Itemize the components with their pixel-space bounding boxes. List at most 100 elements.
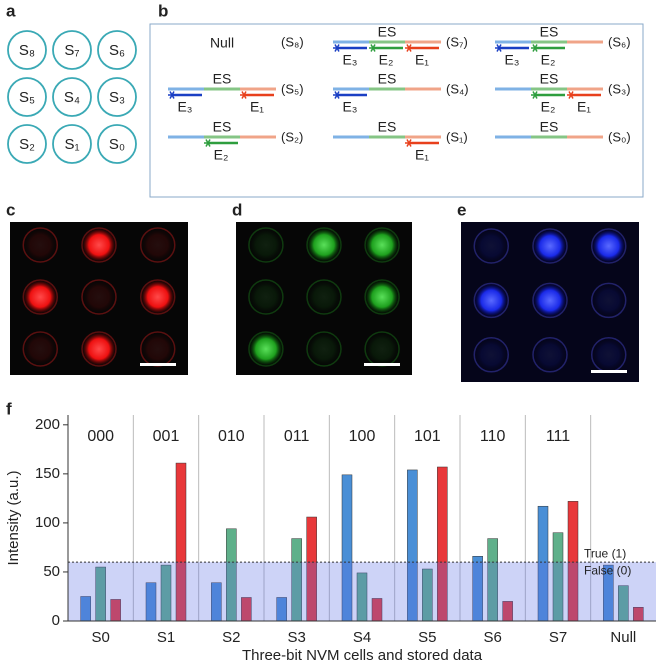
well: [23, 331, 58, 366]
x-tick-label: S4: [353, 629, 371, 646]
state-label: (S₀): [608, 129, 631, 144]
well: [307, 227, 341, 262]
x-tick-label: S0: [91, 629, 109, 646]
state-label: (S₅): [281, 81, 304, 96]
y-tick-label: 0: [52, 612, 60, 629]
scale-bar: [364, 363, 400, 366]
state-label: (S₄): [446, 81, 469, 96]
bit-label: 001: [153, 428, 180, 445]
strand-label: ES: [213, 119, 232, 135]
probe-star: [532, 91, 538, 99]
probe-star: [241, 91, 247, 99]
cell-label: S₆: [109, 42, 125, 59]
well: [533, 283, 567, 318]
cell-label: S₁: [64, 136, 79, 153]
x-tick-label: S7: [549, 629, 567, 646]
probe-star: [406, 44, 412, 52]
well: [82, 279, 116, 314]
well: [474, 229, 509, 263]
cell-label: S₈: [19, 42, 35, 59]
panel-label: b: [158, 1, 168, 20]
cell-label: S₅: [19, 89, 35, 106]
state-label: (S₆): [608, 34, 631, 49]
cell-circle: [97, 77, 137, 117]
well: [365, 331, 400, 366]
probe-label: E₁: [415, 52, 429, 68]
bit-label: 000: [87, 428, 114, 445]
panel-label: a: [6, 1, 16, 20]
probe-label: E₁: [577, 99, 591, 115]
content: a b c d e f S₈ S₇ S₆ S₅ S₄ S₃ S₂ S₁ S₀ Null (S₈) ES E₃ E₂ E₁…: [5, 1, 656, 664]
probe-star: [169, 91, 175, 99]
well: [307, 279, 341, 314]
x-axis-label: Three-bit NVM cells and stored data: [242, 647, 483, 664]
bit-label: 100: [349, 428, 376, 445]
bit-label: 101: [414, 428, 441, 445]
cell-label: S₄: [64, 89, 80, 106]
well: [533, 229, 567, 263]
strand-label: ES: [540, 71, 559, 87]
cell-circle: [7, 77, 47, 117]
probe-star: [334, 91, 340, 99]
well: [248, 227, 283, 262]
null-label: Null: [210, 35, 234, 51]
false-region: [68, 562, 656, 621]
probe-label: E₂: [379, 52, 394, 68]
probe-star: [205, 139, 211, 147]
threshold-label: False (0): [584, 563, 631, 577]
panel-b-frame: [149, 23, 644, 198]
panel-label: c: [6, 200, 15, 219]
probe-star: [496, 44, 502, 52]
strand-label: ES: [213, 71, 232, 87]
probe-label: E₃: [504, 52, 519, 68]
y-tick-label: 50: [43, 563, 60, 580]
well: [140, 279, 175, 314]
well: [365, 279, 400, 314]
cell-label: S₂: [19, 136, 35, 153]
state-label: (S₂): [281, 129, 303, 144]
probe-star: [532, 44, 538, 52]
x-tick-label: S2: [222, 629, 240, 646]
panel-label: e: [457, 200, 466, 219]
cell-circle: [7, 30, 47, 70]
y-tick-label: 150: [35, 465, 60, 482]
probe-label: E₂: [214, 147, 229, 163]
x-tick-label: S1: [157, 629, 175, 646]
state-label: (S₁): [446, 129, 468, 144]
y-tick-label: 100: [35, 514, 60, 531]
well: [591, 283, 626, 318]
x-tick-label: Null: [610, 629, 636, 646]
well: [248, 331, 283, 366]
bit-label: 111: [546, 428, 570, 445]
well: [140, 227, 175, 262]
strand-label: ES: [540, 24, 559, 40]
x-tick-label: S5: [418, 629, 436, 646]
probe-label: E₂: [541, 52, 556, 68]
well: [533, 337, 567, 372]
cell-label: S₀: [109, 136, 125, 153]
probe-label: E₃: [177, 99, 192, 115]
probe-star: [370, 44, 376, 52]
bit-label: 110: [480, 428, 506, 445]
well: [591, 229, 626, 263]
well: [23, 279, 58, 314]
well: [474, 283, 509, 318]
well: [365, 227, 400, 262]
probe-label: E₃: [342, 52, 357, 68]
probe-star: [568, 91, 574, 99]
cell-circle: [52, 30, 92, 70]
strand-label: ES: [378, 119, 397, 135]
threshold-label: True (1): [584, 546, 626, 560]
state-label: (S₈): [281, 34, 304, 49]
well: [23, 227, 58, 262]
probe-label: E₁: [415, 147, 429, 163]
strand-label: ES: [378, 71, 397, 87]
probe-star: [334, 44, 340, 52]
well: [591, 337, 626, 372]
y-tick-label: 200: [35, 416, 60, 433]
probe-label: E₁: [250, 99, 264, 115]
well: [248, 279, 283, 314]
well: [140, 331, 175, 366]
cell-circle: [52, 124, 92, 164]
